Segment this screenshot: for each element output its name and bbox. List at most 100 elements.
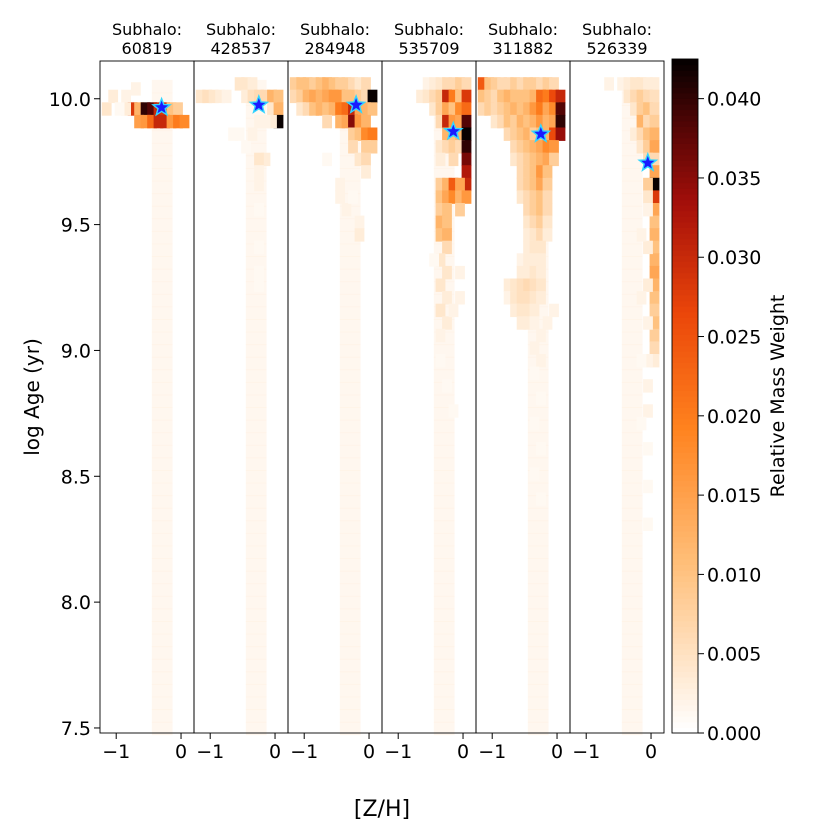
heatmap-cell	[147, 102, 157, 116]
background-cell	[527, 608, 549, 622]
heatmap-cell	[455, 77, 465, 91]
heatmap-cell	[348, 77, 358, 91]
panel-428537: Subhalo:428537 −1 0	[193, 20, 289, 763]
heatmap-cell	[529, 467, 540, 481]
heatmap-cell	[529, 190, 540, 204]
colorbar-segment	[672, 70, 698, 77]
heatmap-cell	[636, 228, 647, 242]
heatmap-cell	[649, 240, 660, 255]
background-cell	[433, 658, 455, 673]
heatmap-cell	[127, 102, 138, 116]
heatmap-cell	[322, 89, 332, 104]
heatmap-cell	[503, 291, 514, 305]
panel-title-label: Subhalo:	[394, 20, 464, 39]
heatmap-cell	[523, 127, 533, 141]
heatmap-cell	[254, 203, 264, 217]
background-cell	[339, 407, 361, 421]
heatmap-cell	[234, 127, 245, 141]
x-tick-label: −1	[384, 741, 412, 763]
colorbar-segment	[672, 188, 698, 195]
heatmap-cell	[442, 240, 452, 255]
colorbar-segment	[672, 727, 698, 734]
background-cell	[621, 570, 643, 585]
panel-535709: Subhalo:535709 −1 0	[381, 20, 477, 763]
background-cell	[245, 621, 267, 635]
heatmap-cell	[442, 228, 452, 242]
colorbar-segment	[672, 171, 698, 178]
heatmap-cell	[267, 102, 277, 116]
colorbar-segment	[672, 238, 698, 245]
heatmap-cell	[523, 215, 533, 229]
background-cell	[339, 444, 361, 459]
background-cell	[621, 721, 643, 736]
background-cell	[339, 721, 361, 736]
heatmap-cell	[542, 228, 553, 242]
heatmap-cell	[484, 102, 495, 116]
heatmap-cell	[523, 265, 533, 280]
heatmap-cell	[636, 77, 647, 91]
background-cell	[339, 469, 361, 484]
heatmap-cell	[516, 165, 527, 179]
background-cell	[151, 583, 173, 597]
heatmap-cell	[523, 140, 533, 154]
heatmap-cell	[435, 278, 446, 292]
heatmap-cell	[173, 114, 183, 129]
panel-title-id: 284948	[304, 39, 365, 58]
heatmap-cell	[636, 291, 647, 305]
colorbar-segment	[672, 103, 698, 111]
heatmap-cell	[267, 89, 277, 104]
background-cell	[433, 633, 455, 648]
heatmap-cell	[536, 77, 546, 91]
heatmap-cell	[361, 77, 371, 91]
heatmap-cell	[529, 215, 540, 229]
colorbar-segment	[672, 553, 698, 560]
background-cell	[433, 709, 455, 723]
background-cell	[621, 180, 643, 195]
colorbar-segment	[672, 210, 698, 217]
heatmap-cell	[649, 265, 660, 280]
y-tick-label: 7.5	[61, 718, 91, 740]
background-cell	[621, 457, 643, 471]
colorbar-segment	[672, 193, 698, 201]
heatmap-cell	[202, 89, 213, 104]
background-cell	[621, 520, 643, 534]
heatmap-cell	[510, 77, 520, 91]
background-cell	[151, 344, 173, 358]
colorbar-segment	[672, 530, 698, 538]
heatmap-cell	[529, 140, 540, 154]
colorbar-segment	[672, 249, 698, 257]
background-cell	[245, 646, 267, 660]
heatmap-cell	[649, 165, 660, 179]
colorbar-segment	[672, 452, 698, 459]
heatmap-cell	[435, 303, 446, 318]
background-cell	[151, 394, 173, 408]
background-cell	[151, 671, 173, 685]
background-cell	[621, 532, 643, 547]
heatmap-cell	[254, 165, 264, 179]
colorbar-tick-label: 0.040	[707, 89, 761, 111]
panel-title-label: Subhalo:	[582, 20, 652, 39]
background-cell	[339, 696, 361, 711]
heatmap-cell	[477, 89, 488, 104]
heatmap-cell	[448, 77, 459, 91]
background-cell	[621, 558, 643, 572]
background-cell	[151, 155, 173, 169]
background-cell	[245, 444, 267, 459]
heatmap-cell	[179, 114, 190, 129]
heatmap-cell	[643, 479, 653, 494]
colorbar-segment	[672, 289, 698, 296]
background-cell	[151, 130, 173, 144]
heatmap-cell	[448, 303, 459, 318]
heatmap-cell	[101, 102, 112, 116]
background-cell	[621, 482, 643, 497]
heatmap-cell	[461, 190, 472, 204]
colorbar-segment	[672, 508, 698, 515]
heatmap-cell	[442, 177, 452, 192]
heatmap-cell	[455, 177, 465, 192]
background-cell	[621, 432, 643, 446]
colorbar-segment	[672, 519, 698, 526]
colorbar-segment	[672, 92, 698, 99]
background-cell	[245, 520, 267, 534]
colorbar-segment	[672, 435, 698, 442]
